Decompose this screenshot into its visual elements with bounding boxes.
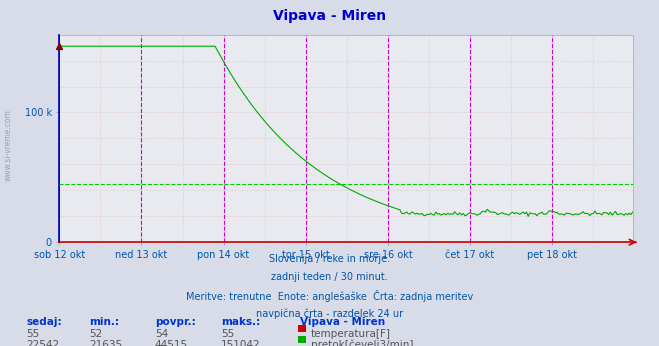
Text: 22542: 22542	[26, 340, 59, 346]
Text: navpična črta - razdelek 24 ur: navpična črta - razdelek 24 ur	[256, 308, 403, 319]
Text: min.:: min.:	[89, 317, 119, 327]
Text: 54: 54	[155, 329, 168, 339]
Text: 151042: 151042	[221, 340, 260, 346]
Text: Meritve: trenutne  Enote: anglešaške  Črta: zadnja meritev: Meritve: trenutne Enote: anglešaške Črta…	[186, 290, 473, 302]
Text: Slovenija / reke in morje.: Slovenija / reke in morje.	[269, 254, 390, 264]
Text: Vipava - Miren: Vipava - Miren	[300, 317, 385, 327]
Text: temperatura[F]: temperatura[F]	[311, 329, 391, 339]
Text: maks.:: maks.:	[221, 317, 260, 327]
Text: 55: 55	[221, 329, 234, 339]
Text: 21635: 21635	[89, 340, 122, 346]
Text: 52: 52	[89, 329, 102, 339]
Text: 55: 55	[26, 329, 40, 339]
Text: zadnji teden / 30 minut.: zadnji teden / 30 minut.	[271, 272, 388, 282]
Text: 44515: 44515	[155, 340, 188, 346]
Text: sedaj:: sedaj:	[26, 317, 62, 327]
Text: Vipava - Miren: Vipava - Miren	[273, 9, 386, 22]
Text: www.si-vreme.com: www.si-vreme.com	[3, 109, 13, 181]
Text: povpr.:: povpr.:	[155, 317, 196, 327]
Text: pretok[čevelj3/min]: pretok[čevelj3/min]	[311, 340, 414, 346]
